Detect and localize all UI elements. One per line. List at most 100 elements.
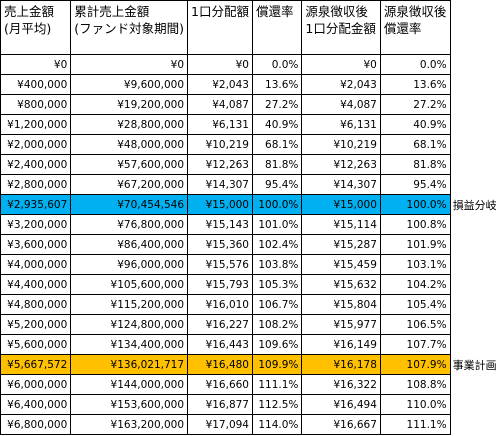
table-row: ¥0 ¥0 ¥0 0.0% ¥0 0.0% — [0, 54, 501, 75]
table-cell: 109.6% — [251, 334, 303, 355]
table-cell: 101.9% — [379, 234, 451, 255]
row-note — [450, 395, 500, 415]
table-cell: 27.2% — [251, 94, 303, 115]
table-cell: 114.0% — [251, 414, 303, 435]
table-cell: ¥124,800,000 — [70, 314, 189, 335]
table-cell: 68.1% — [379, 134, 451, 155]
header-line: (月平均) — [4, 21, 52, 36]
table-cell: ¥6,131 — [187, 114, 253, 135]
row-note — [450, 235, 500, 255]
header-line: 累計売上金額 — [74, 4, 150, 19]
table-cell: ¥2,400,000 — [0, 154, 72, 175]
table-cell: 102.4% — [251, 234, 303, 255]
table-cell: 105.4% — [379, 294, 451, 315]
table-cell: 13.6% — [379, 74, 451, 95]
table-cell: ¥15,114 — [301, 214, 381, 235]
table-cell: ¥57,600,000 — [70, 154, 189, 175]
table-cell: ¥16,149 — [301, 334, 381, 355]
table-cell: ¥12,263 — [187, 154, 253, 175]
table-cell: ¥16,010 — [187, 294, 253, 315]
table-cell: ¥16,178 — [301, 354, 381, 375]
table-cell: 0.0% — [379, 54, 451, 75]
table-cell: ¥15,360 — [187, 234, 253, 255]
table-cell: ¥15,287 — [301, 234, 381, 255]
table-cell: ¥3,600,000 — [0, 234, 72, 255]
table-cell: ¥15,576 — [187, 254, 253, 275]
table-cell: ¥16,227 — [187, 314, 253, 335]
row-note — [450, 375, 500, 395]
table-cell: ¥15,793 — [187, 274, 253, 295]
table-cell: 107.7% — [379, 334, 451, 355]
table-cell: ¥4,087 — [301, 94, 381, 115]
table-row: ¥5,600,000 ¥134,400,000 ¥16,443 109.6% ¥16,1… — [0, 334, 501, 355]
table-cell: 104.2% — [379, 274, 451, 295]
table-cell: ¥19,200,000 — [70, 94, 189, 115]
table-cell: ¥136,021,717 — [70, 354, 189, 375]
row-note — [450, 95, 500, 115]
table-row: ¥4,000,000 ¥96,000,000 ¥15,576 103.8% ¥15,45… — [0, 254, 501, 275]
row-note: 事業計画 — [452, 358, 497, 372]
table-cell: ¥105,600,000 — [70, 274, 189, 295]
table-cell: ¥6,400,000 — [0, 394, 72, 415]
table-row: ¥4,400,000 ¥105,600,000 ¥15,793 105.3% ¥15,6… — [0, 274, 501, 295]
table-cell: ¥1,200,000 — [0, 114, 72, 135]
table-cell: ¥28,800,000 — [70, 114, 189, 135]
table-row: ¥400,000 ¥9,600,000 ¥2,043 13.6% ¥2,043 13.6% — [0, 74, 501, 95]
table-cell: ¥800,000 — [0, 94, 72, 115]
table-cell: ¥15,000 — [301, 194, 381, 215]
table-cell: 95.4% — [379, 174, 451, 195]
table-cell: ¥16,322 — [301, 374, 381, 395]
header-line: 償還率 — [255, 4, 294, 19]
table-cell: ¥134,400,000 — [70, 334, 189, 355]
table-cell: ¥16,660 — [187, 374, 253, 395]
table-cell: ¥16,443 — [187, 334, 253, 355]
table-cell: ¥17,094 — [187, 414, 253, 435]
row-note — [450, 115, 500, 135]
row-note — [450, 295, 500, 315]
table-cell: ¥14,307 — [187, 174, 253, 195]
table-cell: ¥4,800,000 — [0, 294, 72, 315]
table-cell: 68.1% — [251, 134, 303, 155]
table-cell: ¥12,263 — [301, 154, 381, 175]
table-row: ¥3,200,000 ¥76,800,000 ¥15,143 101.0% ¥15,11… — [0, 214, 501, 235]
table-cell: ¥70,454,546 — [70, 194, 189, 215]
table-cell: 100.0% — [379, 194, 451, 215]
row-note — [450, 155, 500, 175]
table-row: ¥1,200,000 ¥28,800,000 ¥6,131 40.9% ¥6,131 40… — [0, 114, 501, 135]
table-cell: ¥48,000,000 — [70, 134, 189, 155]
table-cell: 105.3% — [251, 274, 303, 295]
table-row: ¥2,000,000 ¥48,000,000 ¥10,219 68.1% ¥10,219… — [0, 134, 501, 155]
table-cell: 27.2% — [379, 94, 451, 115]
table-row: ¥6,000,000 ¥144,000,000 ¥16,660 111.1% ¥16,3… — [0, 374, 501, 395]
table-cell: ¥67,200,000 — [70, 174, 189, 195]
table-row: ¥3,600,000 ¥86,400,000 ¥15,360 102.4% ¥15,28… — [0, 234, 501, 255]
table-row: ¥5,200,000 ¥124,800,000 ¥16,227 108.2% ¥15,9… — [0, 314, 501, 335]
table-cell: 108.2% — [251, 314, 303, 335]
table-cell: 103.1% — [379, 254, 451, 275]
table-cell: ¥153,600,000 — [70, 394, 189, 415]
table-cell: 100.8% — [379, 214, 451, 235]
header-cell: 1口分配額 — [187, 0, 253, 55]
table-cell: 107.9% — [379, 354, 451, 375]
table-cell: ¥9,600,000 — [70, 74, 189, 95]
table-cell: 111.1% — [251, 374, 303, 395]
table-cell: 81.8% — [251, 154, 303, 175]
table-cell: ¥15,632 — [301, 274, 381, 295]
table-row: ¥800,000 ¥19,200,000 ¥4,087 27.2% ¥4,087 27.2… — [0, 94, 501, 115]
table-cell: 100.0% — [251, 194, 303, 215]
table-row: ¥2,400,000 ¥57,600,000 ¥12,263 81.8% ¥12,263… — [0, 154, 501, 175]
table-cell: ¥2,000,000 — [0, 134, 72, 155]
table-cell: ¥16,667 — [301, 414, 381, 435]
header-row: 売上金額 (月平均) 累計売上金額 (ファンド対象期間) 1口分配額 償還率 源泉徴収後 1口… — [0, 0, 501, 55]
table-cell: ¥16,494 — [301, 394, 381, 415]
table-cell: 103.8% — [251, 254, 303, 275]
table-row: ¥6,400,000 ¥153,600,000 ¥16,877 112.5% ¥16,4… — [0, 394, 501, 415]
table-cell: ¥4,087 — [187, 94, 253, 115]
table-cell: 112.5% — [251, 394, 303, 415]
row-note — [450, 55, 500, 75]
table-cell: ¥15,143 — [187, 214, 253, 235]
row-note — [450, 315, 500, 335]
table-cell: 110.0% — [379, 394, 451, 415]
table-cell: ¥15,804 — [301, 294, 381, 315]
